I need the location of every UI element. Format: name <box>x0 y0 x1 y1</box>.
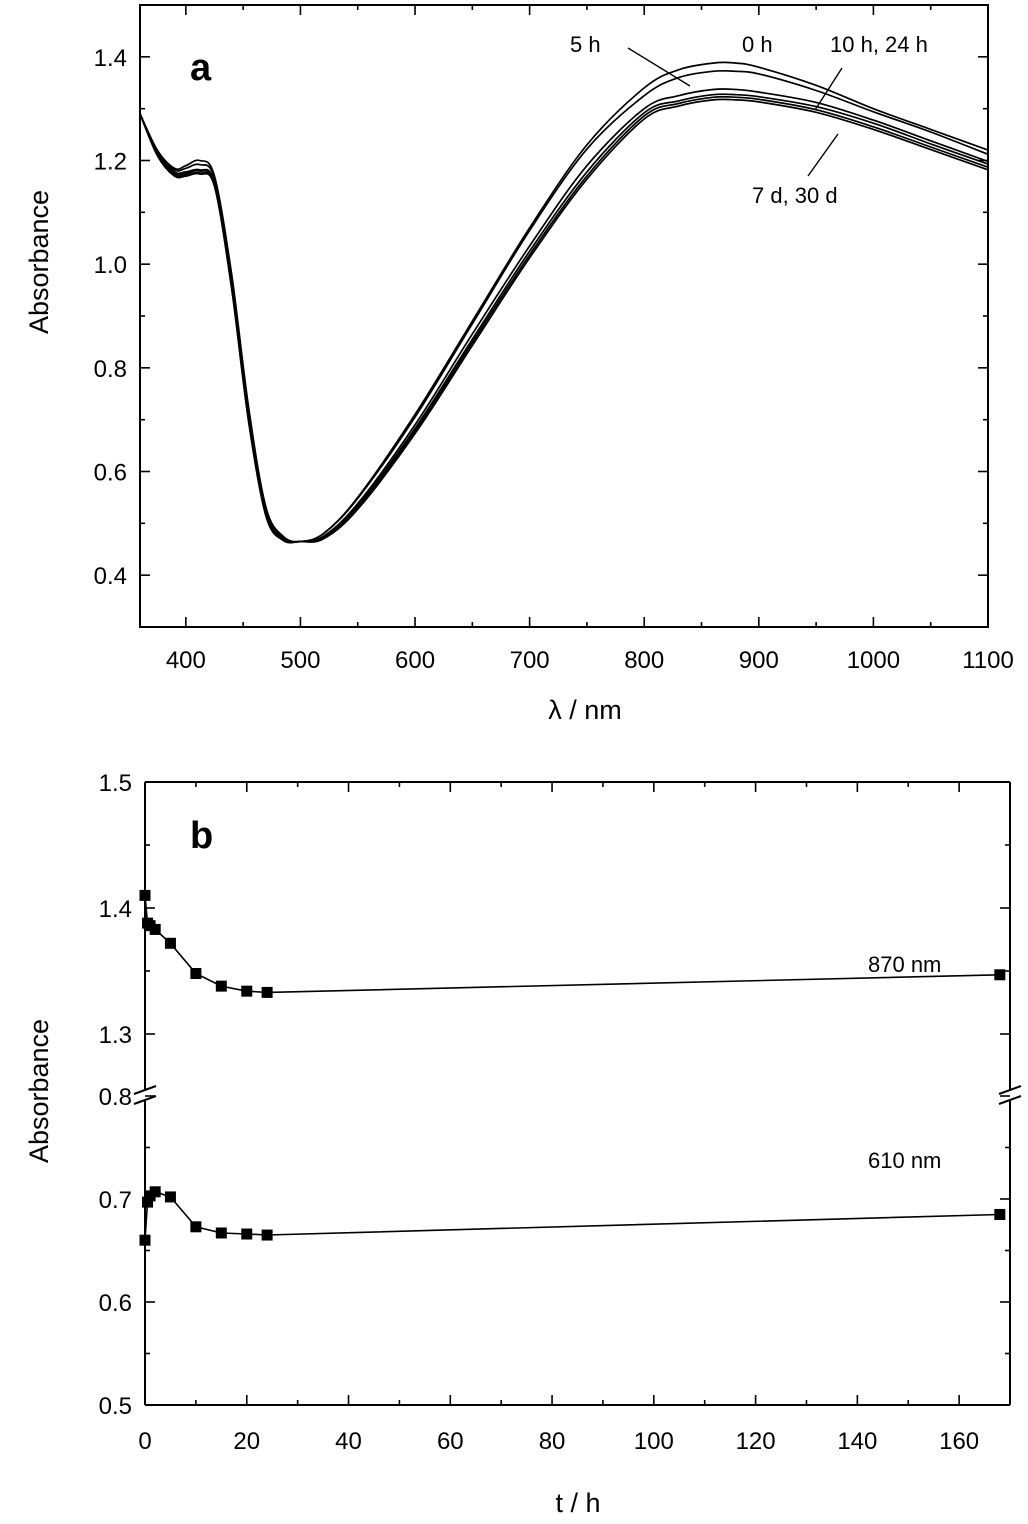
marker-610nm <box>215 1227 227 1239</box>
panel-a-y-tick-label: 1.0 <box>94 252 127 279</box>
leader-line-10h-24h <box>814 67 843 111</box>
series-line-610nm <box>144 1190 1000 1241</box>
panel-a-spectrum-line <box>139 88 989 543</box>
marker-610nm <box>149 1186 161 1198</box>
panel-a-spectrum-line <box>139 93 989 544</box>
marker-870nm <box>215 980 227 992</box>
panel-a-x-tick-label: 900 <box>739 647 779 674</box>
panel-b-x-axis-title: t / h <box>555 1488 600 1518</box>
axis-break-mark-right <box>998 1085 1022 1105</box>
marker-610nm <box>994 1208 1006 1220</box>
panel-a-y-tick-label: 1.4 <box>94 45 127 72</box>
panel-b-y-tick-label: 0.5 <box>99 1393 132 1420</box>
panel-a-x-tick-label: 500 <box>280 647 320 674</box>
panel-b-y-tick-label: 0.7 <box>99 1187 132 1214</box>
panel-a-x-tick-labels: 400 500 600 700 800 900 1000 1100 <box>166 647 1014 674</box>
marker-610nm <box>139 1234 151 1246</box>
marker-610nm <box>261 1229 273 1241</box>
panel-b-y-tick-label: 0.8 <box>99 1084 132 1111</box>
series-label-870nm: 870 nm <box>868 952 941 977</box>
panel-a-x-tick-label: 1000 <box>847 647 900 674</box>
marker-610nm <box>190 1221 202 1233</box>
panel-a-x-tick-label: 1100 <box>962 647 1014 674</box>
marker-870nm <box>139 889 151 901</box>
panel-b-x-tick-label: 160 <box>939 1428 979 1455</box>
panel-a-spectrum-line <box>139 69 989 543</box>
marker-610nm <box>142 1196 154 1208</box>
panel-a-y-tick-label: 1.2 <box>94 149 127 176</box>
annotation-5h: 5 h <box>570 32 601 57</box>
series-label-610nm: 610 nm <box>868 1148 941 1173</box>
marker-870nm <box>994 969 1006 981</box>
panel-a: 400 500 600 700 800 900 1000 1100 0.4 0.… <box>24 4 1014 725</box>
panel-b-y-axis-title: Absorbance <box>24 1019 54 1163</box>
panel-b-x-tick-labels: 0 20 40 60 80 100 120 140 160 <box>138 1428 979 1455</box>
panel-a-x-tick-label: 800 <box>624 647 664 674</box>
panel-b-x-tick-label: 40 <box>335 1428 362 1455</box>
panel-a-y-tick-label: 0.8 <box>94 356 127 383</box>
axis-break-mark-left <box>133 1085 157 1105</box>
panel-a-x-tick-label: 700 <box>510 647 550 674</box>
panel-a-plot-frame <box>139 4 989 628</box>
marker-870nm <box>164 937 176 949</box>
marker-610nm <box>241 1228 253 1240</box>
panel-a-y-axis-title: Absorbance <box>24 190 54 334</box>
panel-b-x-tick-label: 120 <box>736 1428 776 1455</box>
panel-b-ticks <box>144 781 1011 1406</box>
marker-610nm <box>164 1191 176 1203</box>
panel-b-letter: b <box>190 815 213 857</box>
panel-b-x-tick-label: 60 <box>437 1428 464 1455</box>
panel-a-y-tick-labels: 0.4 0.6 0.8 1.0 1.2 1.4 <box>94 45 127 590</box>
marker-870nm <box>190 968 202 980</box>
panel-a-spectrum-line <box>139 98 989 544</box>
panel-b-x-tick-label: 100 <box>634 1428 674 1455</box>
marker-870nm <box>261 986 273 998</box>
panel-a-spectrum-line <box>139 61 989 543</box>
panel-b: 0 20 40 60 80 100 120 140 160 1.3 1.4 1.… <box>24 770 1022 1518</box>
annotation-10h-24h: 10 h, 24 h <box>830 32 928 57</box>
panel-b-y-tick-label: 0.6 <box>99 1290 132 1317</box>
panel-b-x-tick-label: 0 <box>138 1428 151 1455</box>
annotation-0h: 0 h <box>742 32 773 57</box>
panel-b-y-tick-label: 1.4 <box>99 896 132 923</box>
panel-b-y-tick-label: 1.5 <box>99 770 132 797</box>
panel-b-markers <box>139 889 1006 1246</box>
panel-a-y-tick-label: 0.6 <box>94 460 127 487</box>
panel-a-series <box>139 61 989 544</box>
panel-a-x-tick-label: 600 <box>395 647 435 674</box>
leader-line-5h <box>627 47 691 87</box>
panel-a-ticks <box>140 4 989 628</box>
panel-b-lower-y-tick-labels: 0.5 0.6 0.7 0.8 <box>99 1084 132 1420</box>
panel-a-x-tick-label: 400 <box>166 647 206 674</box>
series-line-870nm <box>144 895 1000 994</box>
panel-b-upper-y-tick-labels: 1.3 1.4 1.5 <box>99 770 132 1049</box>
panel-b-x-tick-label: 80 <box>539 1428 566 1455</box>
marker-870nm <box>149 923 161 935</box>
panel-b-x-tick-label: 20 <box>233 1428 260 1455</box>
panel-a-spectrum-line <box>139 95 989 544</box>
marker-870nm <box>241 985 253 997</box>
panel-b-y-tick-label: 1.3 <box>99 1022 132 1049</box>
annotation-7d-30d: 7 d, 30 d <box>752 183 838 208</box>
panel-a-x-axis-title: λ / nm <box>548 695 622 725</box>
panel-b-x-tick-label: 140 <box>837 1428 877 1455</box>
leader-line-7d-30d <box>807 133 839 177</box>
panel-a-letter: a <box>190 47 212 89</box>
panel-a-y-tick-label: 0.4 <box>94 563 127 590</box>
